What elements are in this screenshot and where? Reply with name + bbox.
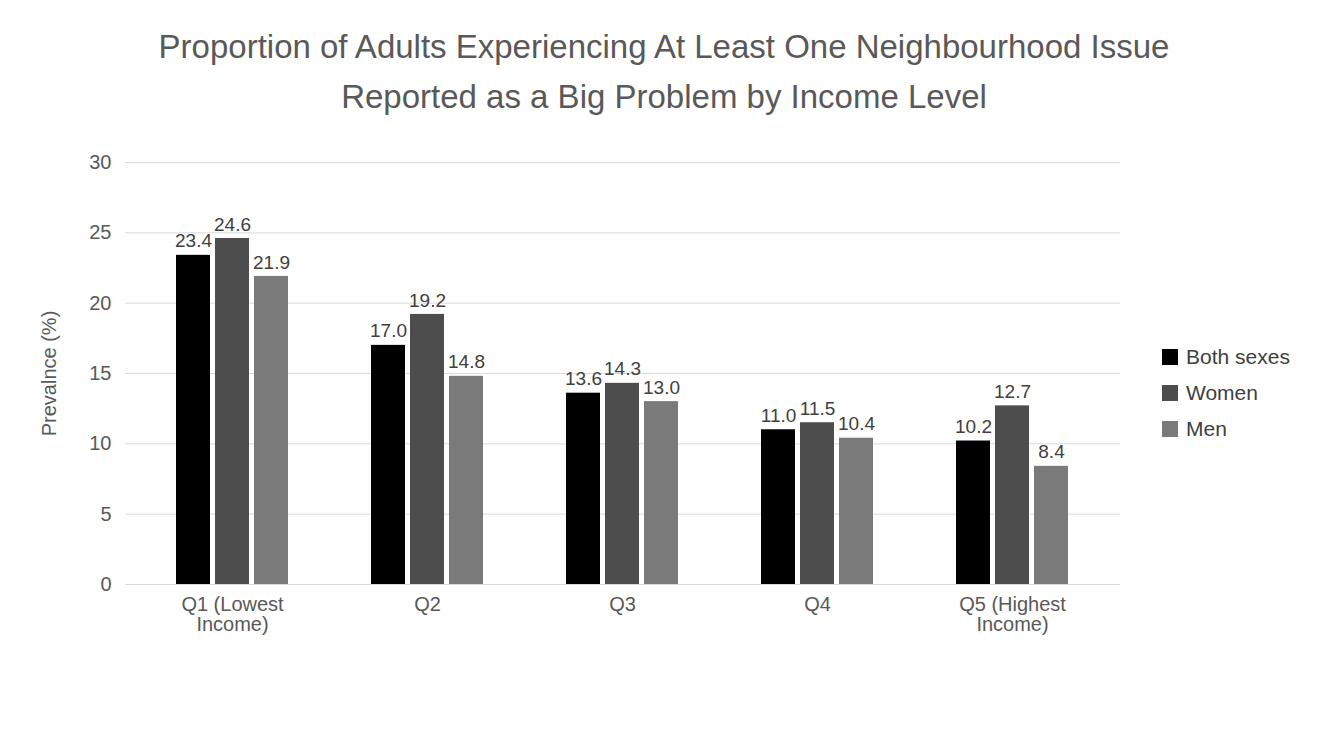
svg-text:30: 30 <box>89 151 111 173</box>
svg-text:8.4: 8.4 <box>1038 441 1065 462</box>
svg-text:20: 20 <box>89 292 111 314</box>
html-text:Both sexes: Both sexes <box>1186 345 1290 368</box>
html-text:Women: Women <box>1186 381 1258 404</box>
svg-text:12.7: 12.7 <box>994 381 1031 402</box>
svg-text:14.8: 14.8 <box>448 351 485 372</box>
svg-text:24.6: 24.6 <box>214 214 251 235</box>
svg-text:13.0: 13.0 <box>643 377 680 398</box>
svg-text:10.4: 10.4 <box>838 413 875 434</box>
svg-text:5: 5 <box>100 503 111 525</box>
svg-text:11.5: 11.5 <box>800 398 836 419</box>
svg-text:Prevalnce (%): Prevalnce (%) <box>38 311 60 437</box>
svg-text:0: 0 <box>100 573 111 595</box>
svg-text:10.2: 10.2 <box>955 416 992 437</box>
svg-text:25: 25 <box>89 221 111 243</box>
svg-text:21.9: 21.9 <box>253 252 290 273</box>
svg-text:10: 10 <box>89 432 111 454</box>
svg-text:Q3: Q3 <box>609 593 636 615</box>
svg-text:Q5 (HighestIncome): Q5 (HighestIncome) <box>959 593 1066 635</box>
svg-text:14.3: 14.3 <box>604 358 641 379</box>
svg-text:11.0: 11.0 <box>761 405 797 426</box>
svg-text:Q1 (LowestIncome): Q1 (LowestIncome) <box>181 593 284 635</box>
svg-text:17.0: 17.0 <box>370 320 407 341</box>
svg-text:Q2: Q2 <box>414 593 441 615</box>
html-text:Men: Men <box>1186 417 1227 440</box>
svg-text:23.4: 23.4 <box>175 230 212 251</box>
html-text:Proportion of Adults Experienc: Proportion of Adults Experiencing At Lea… <box>158 28 1170 115</box>
svg-text:13.6: 13.6 <box>565 368 602 389</box>
svg-text:19.2: 19.2 <box>409 290 446 311</box>
svg-text:Q4: Q4 <box>804 593 831 615</box>
svg-text:15: 15 <box>89 362 111 384</box>
